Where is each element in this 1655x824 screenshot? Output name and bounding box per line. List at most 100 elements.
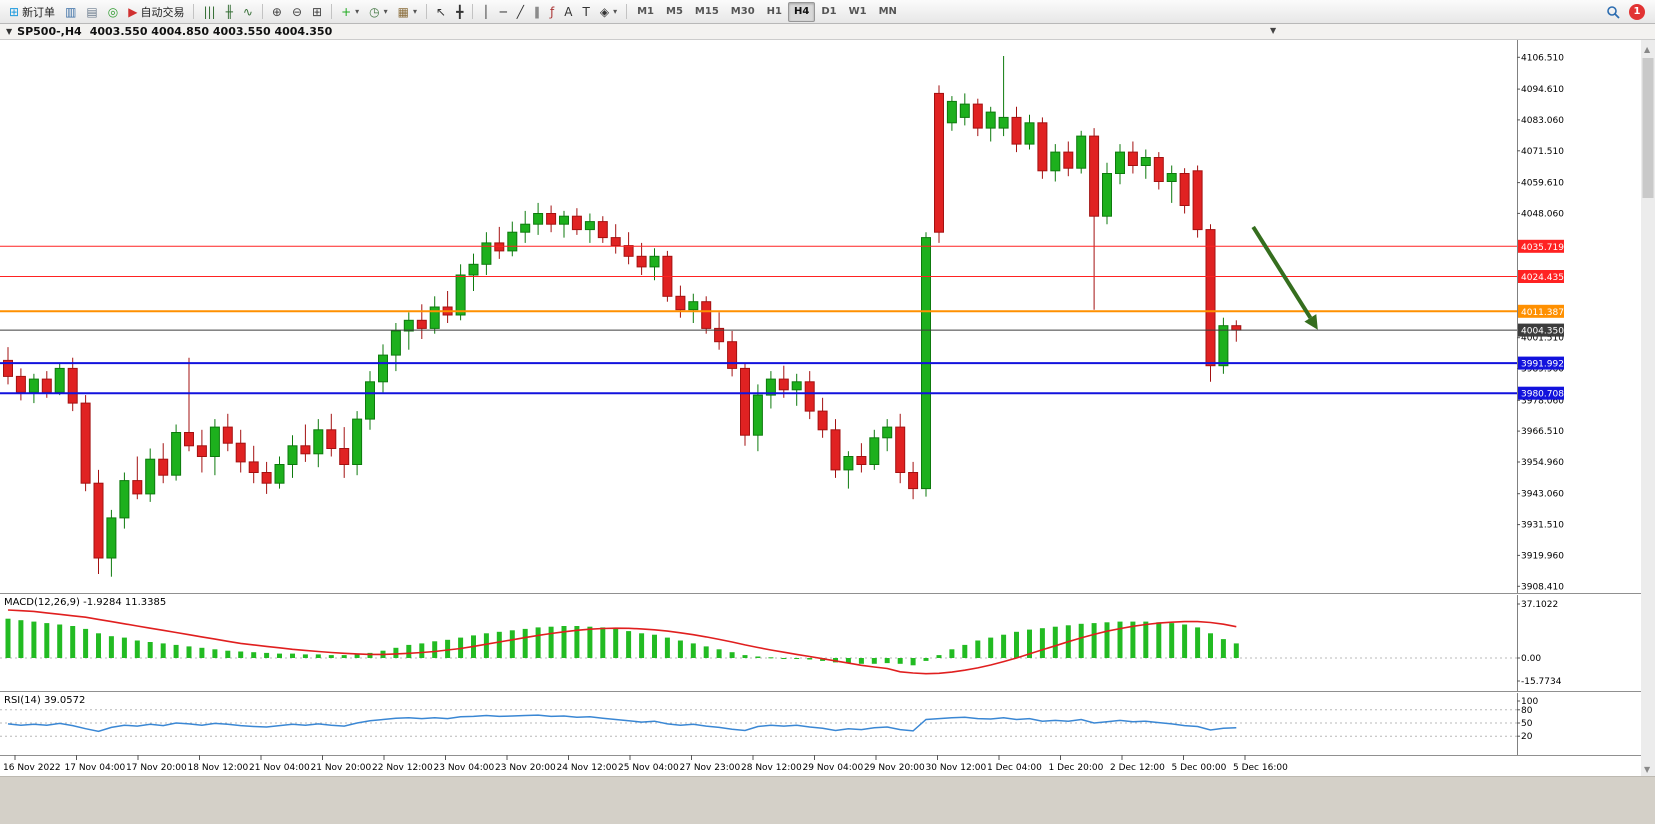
vertical-line-icon: │ xyxy=(482,4,490,19)
candlestick-chart-icon: ╫ xyxy=(225,4,233,19)
tile-windows-button[interactable]: ⊞ xyxy=(307,2,327,22)
toolbar-separator xyxy=(261,4,263,19)
toolbar-separator xyxy=(472,4,474,19)
arrow-annotation[interactable] xyxy=(1251,225,1318,330)
timeframe-w1-button-label: W1 xyxy=(848,6,867,17)
timeframe-m30-button[interactable]: M30 xyxy=(725,2,761,22)
timeframe-m5-button[interactable]: M5 xyxy=(660,2,689,22)
scroll-down-icon: ▼ xyxy=(1644,765,1651,774)
svg-text:4071.510: 4071.510 xyxy=(1521,147,1564,157)
chart-titlebar: ▼ SP500-,H4 4003.550 4004.850 4003.550 4… xyxy=(0,24,1655,40)
templates-dropdown-icon[interactable]: ▾ xyxy=(413,7,418,16)
horizontal-line-button[interactable]: ─ xyxy=(495,2,512,22)
zoom-in-button[interactable]: ⊕ xyxy=(267,2,287,22)
fibonacci-button[interactable]: ƒ xyxy=(545,2,559,22)
timeframe-m5-button-label: M5 xyxy=(666,6,683,17)
svg-text:5 Dec 16:00: 5 Dec 16:00 xyxy=(1233,763,1288,773)
zoom-out-button[interactable]: ⊖ xyxy=(287,2,307,22)
navigator-icon: ◎ xyxy=(107,4,119,19)
text-button[interactable]: A xyxy=(559,2,577,22)
timeframe-h1-button[interactable]: H1 xyxy=(761,2,788,22)
main-toolbar: ⊞ 新订单 ▥ ▤ ◎ ▶ 自动交易 ||| ╫ ∿ ⊕ ⊖ ⊞ + ▾ ◷ ▾ ▦ ▾ ↖ ╋ │ ─ ╱ ∥ ƒ A T ◈ ▾ M1 M… xyxy=(0,0,1655,24)
text-label-icon: T xyxy=(582,4,590,19)
new-order-icon: ⊞ xyxy=(9,4,20,19)
svg-text:4059.610: 4059.610 xyxy=(1521,179,1564,189)
horizontal-lines[interactable] xyxy=(0,245,1517,395)
candlestick-chart-button[interactable]: ╫ xyxy=(221,2,238,22)
svg-text:23 Nov 04:00: 23 Nov 04:00 xyxy=(434,763,495,773)
line-chart-icon: ∿ xyxy=(242,4,253,19)
market-watch-button[interactable]: ▥ xyxy=(60,2,81,22)
auto-trading-icon: ▶ xyxy=(128,4,138,19)
chart-symbol-title: SP500-,H4 xyxy=(17,25,82,38)
periods-icon: ◷ xyxy=(369,4,380,19)
timeframe-m15-button-label: M15 xyxy=(694,6,719,17)
cursor-button[interactable]: ↖ xyxy=(431,2,451,22)
svg-text:25 Nov 04:00: 25 Nov 04:00 xyxy=(618,763,679,773)
trendline-icon: ╱ xyxy=(516,4,525,19)
svg-text:28 Nov 12:00: 28 Nov 12:00 xyxy=(741,763,802,773)
fibonacci-icon: ƒ xyxy=(550,4,555,19)
svg-text:3991.992: 3991.992 xyxy=(1521,360,1564,370)
svg-text:23 Nov 20:00: 23 Nov 20:00 xyxy=(495,763,556,773)
svg-text:4048.060: 4048.060 xyxy=(1521,209,1564,219)
svg-text:3954.960: 3954.960 xyxy=(1521,458,1564,468)
vertical-scrollbar[interactable]: ▲▼ xyxy=(1641,40,1655,776)
timeframe-m1-button[interactable]: M1 xyxy=(631,2,660,22)
bars-chart-button[interactable]: ||| xyxy=(198,2,220,22)
templates-button[interactable]: ▦ ▾ xyxy=(393,2,422,22)
arrows-icon: ◈ xyxy=(599,4,610,19)
svg-text:18 Nov 12:00: 18 Nov 12:00 xyxy=(188,763,249,773)
crosshair-button[interactable]: ╋ xyxy=(451,2,468,22)
svg-text:3908.410: 3908.410 xyxy=(1521,582,1564,592)
notification-badge[interactable]: 1 xyxy=(1629,3,1645,20)
arrows-button[interactable]: ◈ ▾ xyxy=(595,2,622,22)
timeframe-mn-button[interactable]: MN xyxy=(873,2,903,22)
timeframe-h4-button[interactable]: H4 xyxy=(788,1,816,22)
trendline-button[interactable]: ╱ xyxy=(512,2,529,22)
svg-text:3919.960: 3919.960 xyxy=(1521,551,1564,561)
periods-button[interactable]: ◷ ▾ xyxy=(364,2,393,22)
svg-text:27 Nov 23:00: 27 Nov 23:00 xyxy=(680,763,741,773)
bars-chart-icon: ||| xyxy=(203,4,216,19)
one-click-trading-toggle[interactable]: ▼ xyxy=(6,27,13,36)
auto-trading-button-label: 自动交易 xyxy=(140,5,185,19)
cursor-icon: ↖ xyxy=(436,4,447,19)
text-label-button[interactable]: T xyxy=(577,2,594,22)
timeframe-m1-button-label: M1 xyxy=(637,6,654,17)
svg-text:3978.060: 3978.060 xyxy=(1521,396,1564,406)
indicators-dropdown-icon[interactable]: ▾ xyxy=(355,7,360,16)
chart-area: 4106.510 4094.610 4083.060 4071.510 4059.610… xyxy=(0,40,1655,776)
chart-canvas[interactable]: 4106.510 4094.610 4083.060 4071.510 4059.610… xyxy=(0,40,1655,776)
svg-text:0.00: 0.00 xyxy=(1521,654,1541,664)
data-window-button[interactable]: ▤ xyxy=(81,2,102,22)
horizontal-line-icon: ─ xyxy=(499,4,507,19)
scrollbar-thumb xyxy=(1642,58,1654,198)
search-icon xyxy=(1607,5,1620,19)
svg-text:1 Dec 20:00: 1 Dec 20:00 xyxy=(1049,763,1104,773)
arrows-dropdown-icon[interactable]: ▾ xyxy=(613,7,618,16)
svg-text:4004.350: 4004.350 xyxy=(1521,327,1564,337)
search-button[interactable] xyxy=(1601,2,1625,22)
auto-trading-button[interactable]: ▶ 自动交易 xyxy=(123,2,189,22)
vertical-line-button[interactable]: │ xyxy=(477,2,494,22)
indicators-button[interactable]: + ▾ xyxy=(336,2,364,22)
periods-dropdown-icon[interactable]: ▾ xyxy=(383,7,388,16)
svg-text:4035.719: 4035.719 xyxy=(1521,243,1564,253)
bottom-strip xyxy=(0,776,1655,824)
line-chart-button[interactable]: ∿ xyxy=(238,2,258,22)
svg-text:80: 80 xyxy=(1521,706,1533,716)
chart-ohlc-values: 4003.550 4004.850 4003.550 4004.350 xyxy=(89,25,333,38)
price-line-labels: 4035.719 4024.435 4011.387 3991.992 3980.708… xyxy=(1518,239,1564,400)
channel-button[interactable]: ∥ xyxy=(529,2,545,22)
chart-shift-marker[interactable]: ▼ xyxy=(1270,26,1277,35)
timeframe-m30-button-label: M30 xyxy=(730,6,755,17)
svg-text:21 Nov 20:00: 21 Nov 20:00 xyxy=(311,763,372,773)
svg-text:3966.510: 3966.510 xyxy=(1521,427,1564,437)
timeframe-m15-button[interactable]: M15 xyxy=(689,2,725,22)
new-order-button[interactable]: ⊞ 新订单 xyxy=(4,2,60,22)
navigator-button[interactable]: ◎ xyxy=(103,2,123,22)
timeframe-w1-button[interactable]: W1 xyxy=(843,2,873,22)
timeframe-d1-button[interactable]: D1 xyxy=(815,2,842,22)
